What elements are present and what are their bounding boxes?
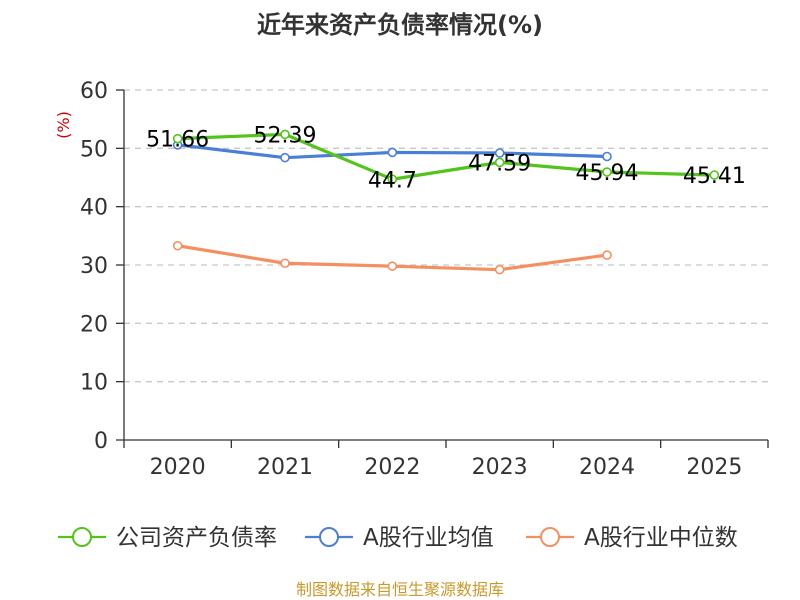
data-point	[494, 157, 505, 168]
data-point	[280, 258, 290, 269]
series-0	[172, 129, 720, 185]
x-tick-label: 2021	[257, 455, 313, 480]
x-tick-label: 2020	[150, 455, 206, 480]
source-note: 制图数据来自恒生聚源数据库	[296, 580, 504, 599]
data-point	[387, 174, 398, 185]
legend-swatch-marker	[72, 527, 92, 547]
legend-label: A股行业均值	[363, 525, 494, 551]
y-tick-labels: 0 10 20 30 40 50 60	[80, 79, 108, 454]
series-2	[172, 240, 612, 275]
data-point	[172, 240, 183, 251]
data-point	[709, 170, 720, 180]
y-tick-label: 10	[80, 371, 108, 396]
legend-item: 公司资产负债率	[58, 525, 277, 551]
data-point	[387, 147, 398, 158]
data-point	[172, 133, 183, 144]
data-point	[494, 148, 505, 158]
data-label: 51.66	[146, 128, 209, 153]
legend-swatch-marker	[540, 527, 560, 547]
chart-title: 近年来资产负债率情况(%)	[257, 11, 543, 39]
data-point	[280, 152, 290, 163]
x-tick-label: 2025	[686, 455, 742, 480]
data-label: 45.94	[576, 161, 639, 186]
data-point	[602, 250, 612, 260]
y-tick-label: 60	[80, 79, 108, 104]
data-point	[387, 261, 398, 271]
legend-label: A股行业中位数	[584, 525, 738, 551]
data-point	[280, 129, 290, 140]
series-line	[177, 132, 715, 181]
legend-item: A股行业中位数	[526, 525, 738, 551]
x-tick-labels: 2020 2021 2022 2023 2024 2025	[150, 455, 743, 480]
data-point	[494, 264, 505, 275]
x-tick-label: 2022	[364, 455, 420, 480]
data-label: 45.41	[683, 164, 746, 189]
y-axis-unit: (%)	[54, 111, 73, 139]
legend: 公司资产负债率 A股行业均值 A股行业中位数	[58, 525, 738, 551]
y-tick-label: 40	[80, 196, 108, 221]
y-tick-label: 30	[80, 254, 108, 279]
x-tick-label: 2023	[472, 455, 528, 480]
y-tick-label: 20	[80, 312, 108, 337]
series-layer	[172, 129, 720, 275]
data-label: 44.7	[368, 168, 417, 193]
series-1	[172, 140, 612, 163]
axes	[116, 89, 769, 448]
legend-item: A股行业均值	[305, 525, 494, 551]
y-tick-label: 0	[94, 429, 108, 454]
data-point	[602, 167, 612, 177]
data-label: 47.59	[468, 151, 531, 176]
data-point	[602, 151, 612, 162]
legend-swatch-marker	[319, 527, 339, 547]
x-tick-label: 2024	[579, 455, 635, 480]
data-label: 52.39	[254, 123, 317, 148]
data-labels: 51.66 52.39 44.7 47.59 45.94 45.41	[146, 123, 746, 193]
y-tick-label: 50	[80, 137, 108, 162]
grid-lines	[124, 89, 768, 383]
legend-label: 公司资产负债率	[116, 525, 277, 551]
